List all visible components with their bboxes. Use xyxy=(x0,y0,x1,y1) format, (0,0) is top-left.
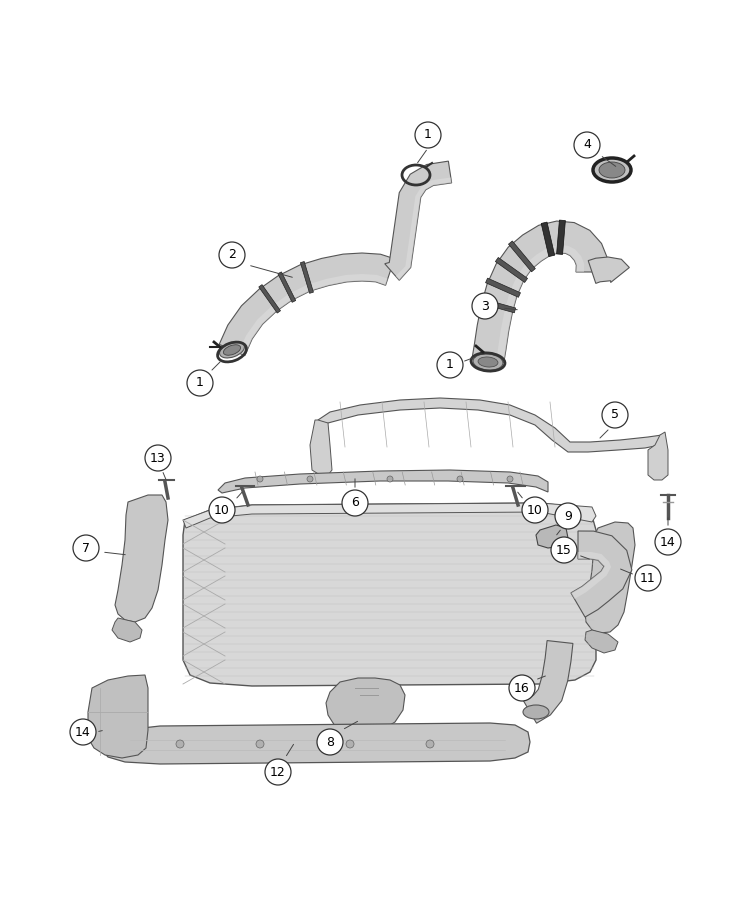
Circle shape xyxy=(317,729,343,755)
Polygon shape xyxy=(318,398,662,452)
Circle shape xyxy=(187,370,213,396)
Text: 4: 4 xyxy=(583,139,591,151)
Ellipse shape xyxy=(219,342,245,358)
Circle shape xyxy=(307,476,313,482)
Text: 10: 10 xyxy=(527,503,543,517)
Circle shape xyxy=(437,352,463,378)
Polygon shape xyxy=(485,278,520,297)
Polygon shape xyxy=(385,161,451,280)
Polygon shape xyxy=(115,495,168,622)
Polygon shape xyxy=(310,420,332,475)
Text: 9: 9 xyxy=(564,509,572,523)
Text: 13: 13 xyxy=(150,452,166,464)
Polygon shape xyxy=(495,257,528,283)
Polygon shape xyxy=(183,503,596,686)
Polygon shape xyxy=(648,432,668,480)
Circle shape xyxy=(346,740,354,748)
Circle shape xyxy=(70,719,96,745)
Ellipse shape xyxy=(223,345,241,356)
Text: 5: 5 xyxy=(611,409,619,421)
Polygon shape xyxy=(588,257,629,284)
Text: 1: 1 xyxy=(196,376,204,390)
Circle shape xyxy=(507,476,513,482)
Circle shape xyxy=(602,402,628,428)
Polygon shape xyxy=(88,675,148,758)
Ellipse shape xyxy=(593,158,631,182)
Text: 11: 11 xyxy=(640,572,656,584)
Circle shape xyxy=(551,537,577,563)
Circle shape xyxy=(176,740,184,748)
Text: 8: 8 xyxy=(326,735,334,749)
Ellipse shape xyxy=(599,162,625,178)
Polygon shape xyxy=(479,299,516,313)
Polygon shape xyxy=(396,177,451,280)
Circle shape xyxy=(265,759,291,785)
Circle shape xyxy=(387,476,393,482)
Polygon shape xyxy=(541,222,555,256)
Polygon shape xyxy=(239,274,388,356)
Polygon shape xyxy=(300,262,313,293)
Text: 7: 7 xyxy=(82,542,90,554)
Polygon shape xyxy=(585,522,635,633)
Polygon shape xyxy=(585,630,618,653)
Circle shape xyxy=(635,565,661,591)
Polygon shape xyxy=(571,531,632,617)
Ellipse shape xyxy=(478,357,498,367)
Polygon shape xyxy=(219,253,394,356)
Text: 6: 6 xyxy=(351,497,359,509)
Text: 16: 16 xyxy=(514,681,530,695)
Polygon shape xyxy=(112,618,142,642)
Polygon shape xyxy=(508,241,535,272)
Polygon shape xyxy=(259,284,281,313)
Text: 12: 12 xyxy=(270,766,286,778)
Text: 14: 14 xyxy=(660,536,676,548)
Circle shape xyxy=(555,503,581,529)
Circle shape xyxy=(415,122,441,148)
Text: 10: 10 xyxy=(214,503,230,517)
Circle shape xyxy=(457,476,463,482)
Polygon shape xyxy=(556,220,565,255)
Circle shape xyxy=(342,490,368,516)
Circle shape xyxy=(509,675,535,701)
Polygon shape xyxy=(571,552,611,599)
Text: 3: 3 xyxy=(481,300,489,312)
Circle shape xyxy=(522,497,548,523)
Polygon shape xyxy=(326,678,405,735)
Circle shape xyxy=(145,445,171,471)
Circle shape xyxy=(426,740,434,748)
Text: 1: 1 xyxy=(424,129,432,141)
Circle shape xyxy=(655,529,681,555)
Polygon shape xyxy=(218,470,548,493)
Circle shape xyxy=(257,476,263,482)
Text: 14: 14 xyxy=(75,725,91,739)
Circle shape xyxy=(73,535,99,561)
Text: 15: 15 xyxy=(556,544,572,556)
Circle shape xyxy=(219,242,245,268)
Polygon shape xyxy=(496,245,584,363)
Text: 1: 1 xyxy=(446,358,454,372)
Circle shape xyxy=(209,497,235,523)
Ellipse shape xyxy=(523,705,549,719)
Polygon shape xyxy=(278,272,296,302)
Polygon shape xyxy=(472,221,608,363)
Circle shape xyxy=(256,740,264,748)
Polygon shape xyxy=(536,525,568,548)
Polygon shape xyxy=(523,641,573,724)
Circle shape xyxy=(574,132,600,158)
Text: 2: 2 xyxy=(228,248,236,262)
Circle shape xyxy=(472,293,498,319)
Polygon shape xyxy=(183,503,596,528)
Polygon shape xyxy=(100,723,530,764)
Ellipse shape xyxy=(473,354,503,370)
